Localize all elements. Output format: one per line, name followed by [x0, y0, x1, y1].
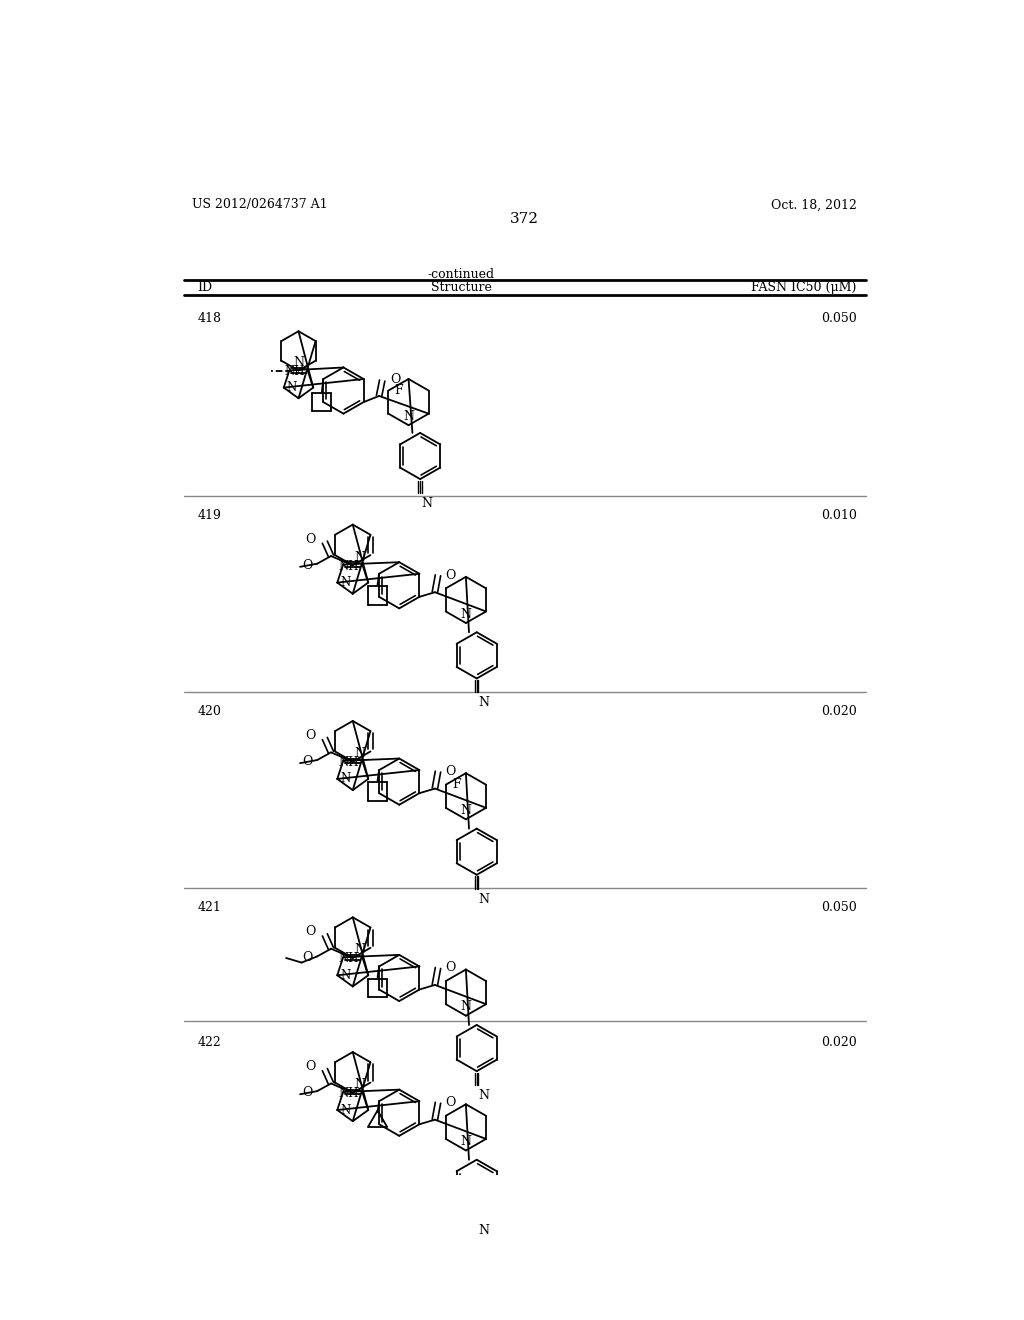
Text: NH: NH — [339, 1086, 359, 1100]
Text: -continued: -continued — [428, 268, 495, 281]
Text: FASN IC50 (μM): FASN IC50 (μM) — [752, 281, 856, 294]
Text: O: O — [305, 1060, 315, 1073]
Text: N: N — [478, 1224, 489, 1237]
Text: N: N — [340, 576, 350, 589]
Text: O: O — [445, 766, 456, 777]
Text: 0.010: 0.010 — [820, 508, 856, 521]
Text: 421: 421 — [198, 902, 221, 915]
Text: Oct. 18, 2012: Oct. 18, 2012 — [771, 198, 856, 211]
Text: N: N — [478, 892, 489, 906]
Text: 419: 419 — [198, 508, 221, 521]
Text: O: O — [305, 925, 315, 939]
Text: O: O — [445, 1096, 456, 1109]
Text: N: N — [287, 381, 297, 395]
Text: F: F — [452, 779, 461, 791]
Text: N: N — [461, 804, 471, 817]
Text: O: O — [390, 372, 400, 385]
Text: F: F — [394, 384, 403, 397]
Text: N: N — [461, 1001, 471, 1014]
Text: 0.050: 0.050 — [821, 313, 856, 326]
Text: O: O — [302, 952, 312, 965]
Text: 372: 372 — [510, 213, 540, 226]
Text: O: O — [302, 1086, 312, 1100]
Text: O: O — [305, 532, 315, 545]
Text: O: O — [302, 558, 312, 572]
Text: Structure: Structure — [431, 281, 492, 294]
Text: N: N — [461, 1135, 471, 1148]
Text: N: N — [461, 607, 471, 620]
Text: N: N — [403, 411, 414, 422]
Text: N: N — [340, 969, 350, 982]
Text: N: N — [422, 496, 433, 510]
Text: 0.050: 0.050 — [821, 902, 856, 915]
Text: O: O — [445, 569, 456, 582]
Text: N: N — [478, 1089, 489, 1102]
Text: N: N — [354, 747, 366, 760]
Text: NH: NH — [339, 756, 359, 768]
Text: 418: 418 — [198, 313, 222, 326]
Text: NH: NH — [339, 952, 359, 965]
Text: US 2012/0264737 A1: US 2012/0264737 A1 — [191, 198, 328, 211]
Text: 0.020: 0.020 — [821, 705, 856, 718]
Text: N: N — [354, 1078, 366, 1092]
Text: O: O — [305, 729, 315, 742]
Text: N: N — [293, 356, 304, 370]
Text: NH: NH — [284, 366, 304, 379]
Text: N: N — [478, 696, 489, 709]
Text: N: N — [340, 1104, 350, 1117]
Text: N: N — [340, 772, 350, 785]
Text: 422: 422 — [198, 1036, 221, 1049]
Text: 420: 420 — [198, 705, 221, 718]
Text: N: N — [354, 550, 366, 564]
Text: O: O — [445, 961, 456, 974]
Text: 0.020: 0.020 — [821, 1036, 856, 1049]
Text: O: O — [302, 755, 312, 768]
Text: ID: ID — [198, 281, 213, 294]
Text: N: N — [354, 944, 366, 957]
Text: NH: NH — [339, 560, 359, 573]
